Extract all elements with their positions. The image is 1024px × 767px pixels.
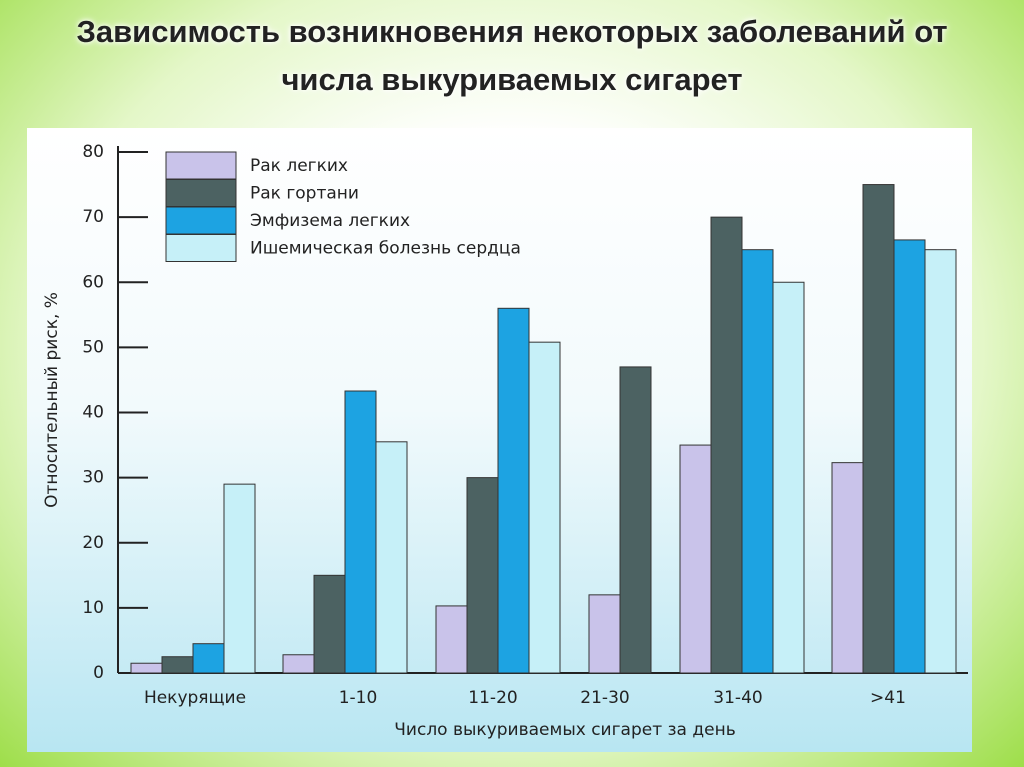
y-tick-label: 60 <box>82 272 104 292</box>
x-tick-label: 1-10 <box>339 688 378 708</box>
bar <box>528 341 561 674</box>
y-tick-label: 0 <box>93 663 104 683</box>
y-tick-label: 40 <box>82 403 104 423</box>
x-tick-label: 31-40 <box>713 688 762 708</box>
bar <box>375 441 408 674</box>
legend-swatch <box>165 234 237 262</box>
legend-label: Ишемическая болезнь сердца <box>250 239 521 259</box>
bar <box>893 239 926 674</box>
bar <box>831 462 864 674</box>
x-tick-label: 21-30 <box>580 688 629 708</box>
bar <box>619 366 652 674</box>
bar <box>741 249 774 674</box>
bar <box>679 444 712 674</box>
y-tick-label: 50 <box>82 337 104 357</box>
legend-swatch <box>165 206 237 235</box>
bar <box>130 662 163 674</box>
y-tick-label: 10 <box>82 598 104 618</box>
y-tick-label: 70 <box>82 207 104 227</box>
bar <box>313 574 346 674</box>
y-axis-label: Относительный риск, % <box>42 292 62 508</box>
legend-label: Эмфизема легких <box>250 211 410 231</box>
y-tick-label: 80 <box>82 142 104 162</box>
bar <box>223 483 256 674</box>
x-tick-label: >41 <box>870 688 906 708</box>
legend-label: Рак легких <box>250 156 348 176</box>
bar <box>497 307 530 674</box>
bar <box>192 643 225 674</box>
bar <box>161 656 194 674</box>
bar <box>710 216 743 674</box>
bar <box>435 605 468 674</box>
bar <box>344 390 377 674</box>
legend-label: Рак гортани <box>250 184 359 204</box>
bar <box>282 654 315 674</box>
bar <box>862 184 895 674</box>
legend-swatch <box>165 151 237 180</box>
y-tick-label: 20 <box>82 533 104 553</box>
bar <box>588 594 621 674</box>
x-axis-label: Число выкуриваемых сигарет за день <box>394 720 735 740</box>
x-tick-label: 11-20 <box>468 688 517 708</box>
slide-title: Зависимость возникновения некоторых забо… <box>76 14 948 97</box>
bar <box>466 477 499 674</box>
legend-swatch <box>165 179 237 207</box>
y-tick-label: 30 <box>82 468 104 488</box>
bar <box>772 281 805 674</box>
bar <box>924 249 957 674</box>
x-tick-label: Некурящие <box>144 688 246 708</box>
